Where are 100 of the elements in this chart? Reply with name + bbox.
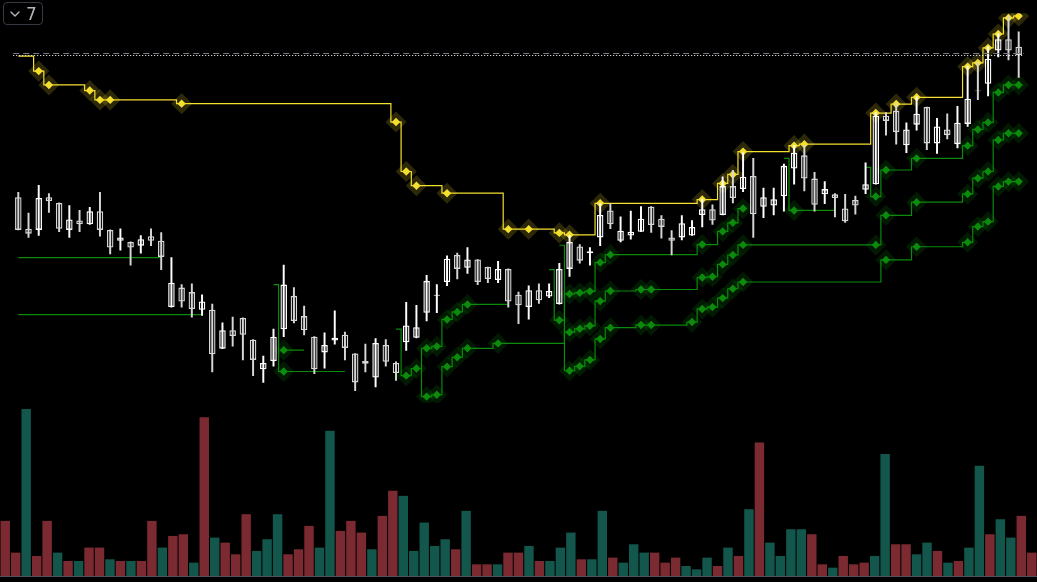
point [1010, 124, 1028, 142]
point [560, 362, 579, 380]
point [642, 280, 660, 299]
point [703, 268, 722, 286]
point [958, 185, 977, 203]
point [693, 235, 711, 254]
bar [985, 534, 995, 576]
bar [126, 560, 136, 576]
bar [461, 510, 471, 576]
point [428, 386, 446, 403]
point [724, 214, 742, 232]
point [979, 113, 997, 132]
bar [73, 560, 84, 576]
point [979, 162, 997, 181]
point [724, 246, 742, 264]
point [693, 300, 711, 318]
point [989, 177, 1007, 196]
bar [608, 557, 618, 576]
bar [189, 562, 199, 576]
bar [105, 559, 115, 576]
point [734, 199, 752, 218]
point [30, 62, 48, 80]
point [877, 251, 895, 269]
point [1010, 172, 1028, 191]
point [734, 273, 752, 291]
point [428, 337, 446, 356]
bar [932, 550, 943, 576]
bar [712, 565, 723, 576]
point [642, 316, 660, 334]
point [550, 311, 569, 329]
point [397, 162, 415, 181]
point [499, 220, 517, 238]
bar [492, 564, 503, 576]
point [172, 94, 191, 113]
point [448, 348, 466, 366]
point [591, 292, 609, 310]
point [867, 236, 885, 254]
bar [157, 547, 168, 576]
point [438, 310, 456, 329]
point [458, 295, 477, 314]
bar [52, 552, 63, 576]
bar [943, 562, 953, 576]
bar [450, 549, 461, 576]
bar [63, 560, 73, 576]
point [581, 351, 599, 369]
bar [576, 559, 587, 576]
point [989, 83, 1007, 102]
point [713, 255, 732, 274]
point [877, 161, 895, 179]
point [703, 298, 722, 316]
point [387, 113, 405, 131]
point [1010, 76, 1028, 94]
point [724, 280, 742, 298]
point [958, 233, 977, 251]
point [907, 193, 926, 211]
point [101, 91, 119, 109]
bar [367, 549, 377, 576]
point [969, 217, 987, 236]
point [438, 357, 456, 376]
point [907, 238, 926, 256]
point [969, 120, 987, 139]
point [407, 177, 426, 195]
point [601, 245, 620, 264]
point [693, 268, 711, 287]
bar [21, 409, 31, 576]
point [601, 318, 620, 337]
bar [524, 545, 534, 576]
dropdown-button: 7 [3, 2, 43, 25]
point [581, 282, 599, 301]
point [489, 334, 507, 353]
point [734, 236, 752, 254]
point [275, 341, 293, 359]
point [275, 362, 293, 381]
point [713, 222, 732, 241]
point [907, 149, 926, 168]
point [683, 313, 701, 331]
bar [210, 537, 220, 576]
point [989, 131, 1007, 149]
point [571, 284, 589, 302]
point [407, 359, 426, 378]
point [81, 81, 99, 100]
bar [534, 560, 545, 576]
point [40, 76, 58, 94]
point [438, 184, 456, 202]
point [601, 282, 620, 300]
bar [733, 555, 744, 576]
annotation: 7 [26, 3, 37, 24]
point [591, 330, 609, 348]
bar [953, 560, 964, 576]
point [560, 323, 579, 341]
point [713, 289, 732, 307]
point [867, 187, 885, 206]
point [785, 201, 803, 220]
bar [115, 560, 126, 576]
point [571, 357, 589, 375]
point [877, 206, 895, 225]
point [520, 220, 538, 238]
bar [744, 509, 754, 576]
point [397, 366, 415, 385]
bar [199, 417, 209, 576]
